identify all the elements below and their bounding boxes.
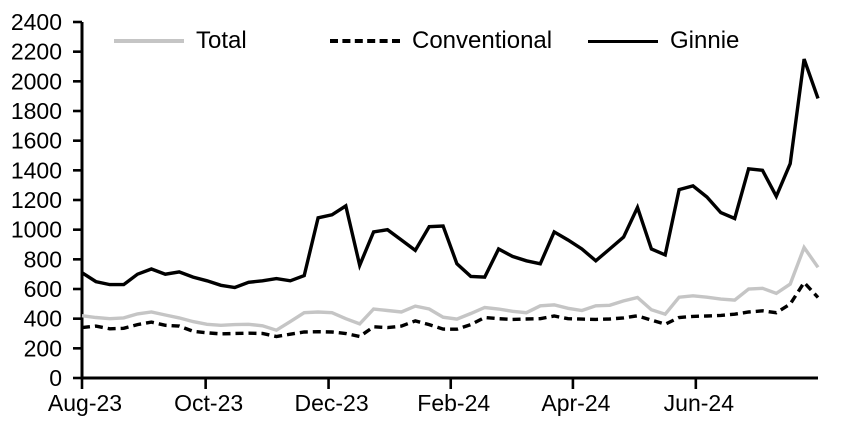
x-tick-label: Apr-24 [541,390,610,416]
y-tick-label: 200 [24,335,62,361]
series-line-total [81,243,820,333]
y-tick-label: 2000 [11,68,62,94]
x-tick-label: Feb-24 [417,390,490,416]
y-tick-label: 1200 [11,187,62,213]
y-tick-label: 600 [24,276,62,302]
x-tick-label: Aug-23 [48,390,122,416]
y-tick-label: 1400 [11,157,62,183]
series-line-ginnie [81,58,820,290]
y-tick-label: 1800 [11,98,62,124]
x-tick-label: Oct-23 [174,390,243,416]
y-tick-label: 400 [24,306,62,332]
y-tick-label: 2400 [11,9,62,35]
y-tick-label: 0 [49,365,62,391]
x-tick-label: Jun-24 [664,390,735,416]
series-line-conventional [81,279,820,339]
y-tick-label: 800 [24,246,62,272]
x-tick-label: Dec-23 [294,390,368,416]
y-tick-label: 1000 [11,217,62,243]
y-tick-label: 1600 [11,128,62,154]
y-tick-label: 2200 [11,39,62,65]
